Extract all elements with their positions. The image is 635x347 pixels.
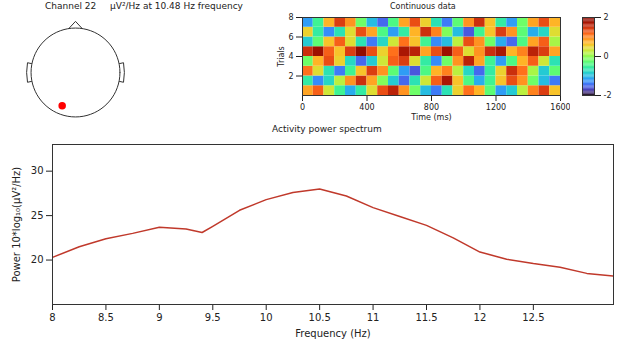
svg-text:12: 12 xyxy=(474,312,487,323)
html-text:μV²/Hz at 10.48 Hz frequency: μV²/Hz at 10.48 Hz frequency xyxy=(110,1,243,11)
svg-text:Frequency (Hz): Frequency (Hz) xyxy=(295,328,371,339)
svg-text:8: 8 xyxy=(49,312,55,323)
svg-text:1600: 1600 xyxy=(550,103,570,112)
svg-text:6: 6 xyxy=(288,33,293,42)
svg-text:25: 25 xyxy=(31,210,44,221)
svg-text:800: 800 xyxy=(424,103,439,112)
svg-text:Time (ms): Time (ms) xyxy=(410,113,451,122)
svg-text:1200: 1200 xyxy=(486,103,506,112)
svg-text:9: 9 xyxy=(156,312,162,323)
svg-text:30: 30 xyxy=(31,165,44,176)
html-text:Continuous data: Continuous data xyxy=(390,2,456,11)
svg-text:2: 2 xyxy=(604,13,609,22)
svg-text:-2: -2 xyxy=(604,91,612,100)
svg-text:10: 10 xyxy=(260,312,273,323)
html-text:Activity power spectrum: Activity power spectrum xyxy=(272,124,382,134)
svg-text:2: 2 xyxy=(288,72,293,81)
svg-text:12.5: 12.5 xyxy=(522,312,544,323)
svg-text:10.5: 10.5 xyxy=(309,312,331,323)
svg-text:0: 0 xyxy=(604,52,609,61)
svg-text:9.5: 9.5 xyxy=(205,312,221,323)
svg-text:11.5: 11.5 xyxy=(415,312,437,323)
svg-text:Power 10*log₁₀(μV²/Hz): Power 10*log₁₀(μV²/Hz) xyxy=(11,167,22,283)
svg-text:Trials: Trials xyxy=(277,46,286,68)
svg-text:400: 400 xyxy=(359,103,374,112)
svg-text:8.5: 8.5 xyxy=(98,312,114,323)
svg-text:11: 11 xyxy=(367,312,380,323)
html-text:Channel 22: Channel 22 xyxy=(45,1,97,11)
svg-text:20: 20 xyxy=(31,254,44,265)
svg-text:4: 4 xyxy=(288,52,293,61)
svg-text:0: 0 xyxy=(300,103,305,112)
svg-text:8: 8 xyxy=(288,13,293,22)
